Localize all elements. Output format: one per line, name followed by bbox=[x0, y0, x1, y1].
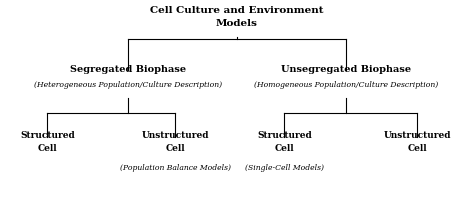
Text: Unsegregated Biophase: Unsegregated Biophase bbox=[281, 65, 411, 74]
Text: Segregated Biophase: Segregated Biophase bbox=[70, 65, 186, 74]
Text: Models: Models bbox=[216, 19, 258, 28]
Text: Structured: Structured bbox=[20, 131, 75, 140]
Text: Unstructured: Unstructured bbox=[142, 131, 209, 140]
Text: Structured: Structured bbox=[257, 131, 312, 140]
Text: Cell: Cell bbox=[407, 144, 427, 153]
Text: (Homogeneous Population/Culture Description): (Homogeneous Population/Culture Descript… bbox=[254, 81, 438, 89]
Text: Cell: Cell bbox=[37, 144, 57, 153]
Text: Cell: Cell bbox=[274, 144, 294, 153]
Text: (Single-Cell Models): (Single-Cell Models) bbox=[245, 164, 324, 172]
Text: Cell: Cell bbox=[165, 144, 185, 153]
Text: Unstructured: Unstructured bbox=[383, 131, 451, 140]
Text: (Population Balance Models): (Population Balance Models) bbox=[120, 164, 231, 172]
Text: Cell Culture and Environment: Cell Culture and Environment bbox=[150, 6, 324, 15]
Text: (Heterogeneous Population/Culture Description): (Heterogeneous Population/Culture Descri… bbox=[34, 81, 222, 89]
